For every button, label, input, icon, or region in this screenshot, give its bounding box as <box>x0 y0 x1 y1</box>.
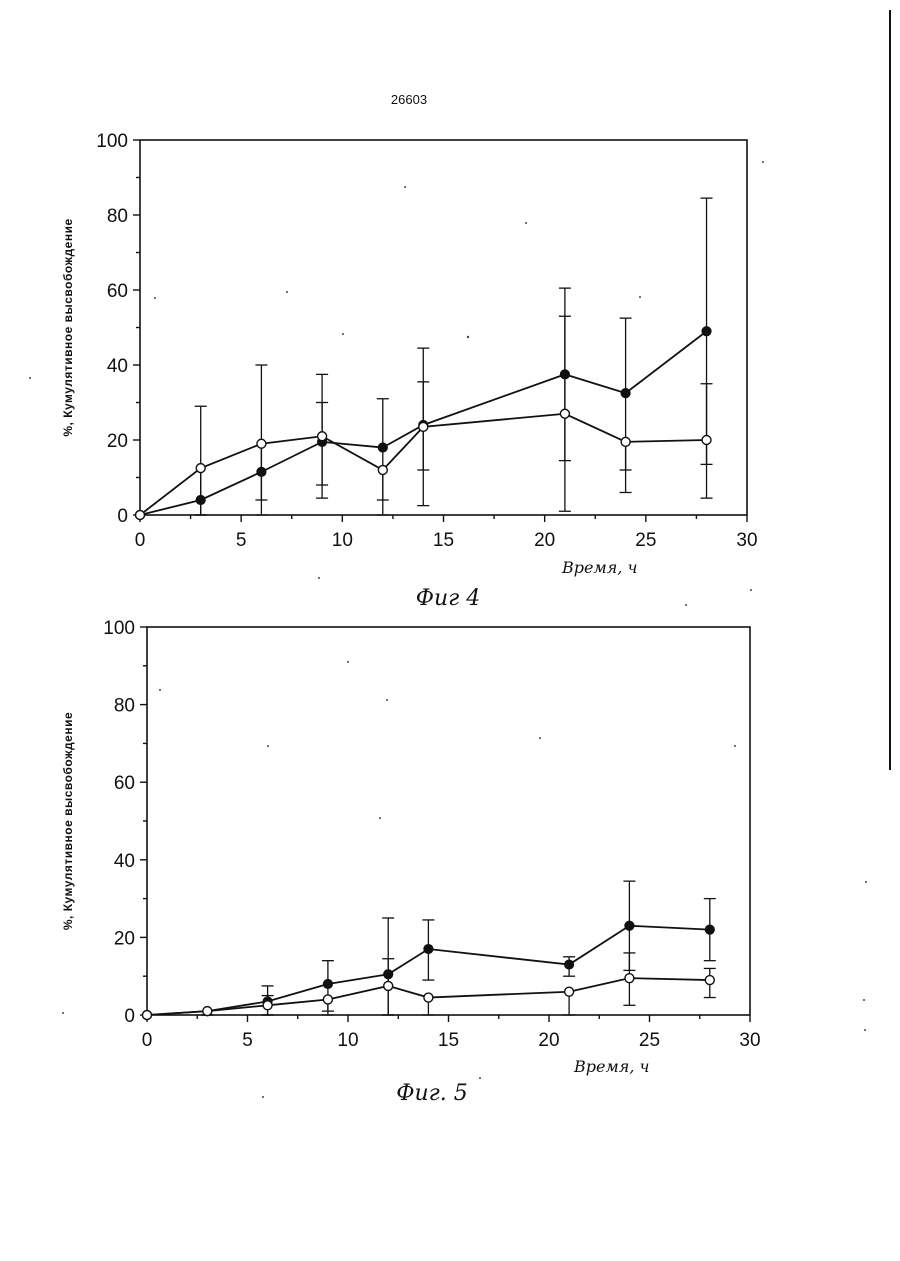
x-tick-label: 5 <box>236 530 247 551</box>
y-tick-label: 40 <box>107 356 128 377</box>
data-point <box>257 439 266 448</box>
data-point <box>702 327 711 336</box>
data-point <box>560 409 569 418</box>
data-point <box>705 976 714 985</box>
x-tick-label: 30 <box>739 1030 760 1051</box>
x-tick-label: 30 <box>736 530 757 551</box>
figure-caption: Фиг. 5 <box>396 1081 468 1106</box>
x-tick-label: 25 <box>635 530 656 551</box>
data-point <box>424 945 433 954</box>
x-tick-label: 15 <box>438 1030 459 1051</box>
y-tick-label: 80 <box>114 696 135 717</box>
data-point <box>378 466 387 475</box>
fig5-chart: 0 20 40 60 80 100 0 5 10 15 20 25 30 %, Кумулятивное … <box>61 618 761 1106</box>
x-tick-label: 25 <box>639 1030 660 1051</box>
x-axis-label: Время, ч <box>561 558 637 577</box>
data-point <box>323 979 332 988</box>
data-point <box>419 422 428 431</box>
data-point <box>625 974 634 983</box>
series-open <box>143 953 716 1020</box>
data-point <box>384 981 393 990</box>
data-point <box>323 995 332 1004</box>
x-tick-label: 15 <box>433 530 454 551</box>
plot-frame <box>140 140 747 515</box>
data-point <box>424 993 433 1002</box>
y-tick-label: 0 <box>117 506 128 527</box>
y-tick-label: 20 <box>114 928 135 949</box>
y-axis-label: %, Кумулятивное высвобождение <box>61 218 75 436</box>
x-tick-label: 0 <box>142 1030 153 1051</box>
data-point <box>621 389 630 398</box>
y-tick-label: 60 <box>107 281 128 302</box>
y-tick-label: 100 <box>103 618 135 639</box>
data-point <box>318 432 327 441</box>
data-point <box>263 1001 272 1010</box>
y-tick-label: 80 <box>107 206 128 227</box>
data-point <box>565 987 574 996</box>
data-point <box>705 925 714 934</box>
x-tick-label: 10 <box>332 530 353 551</box>
y-tick-label: 100 <box>96 131 128 152</box>
data-point <box>625 921 634 930</box>
y-tick-label: 0 <box>124 1006 135 1027</box>
x-tick-label: 0 <box>135 530 146 551</box>
y-axis-label: %, Кумулятивное высвобождение <box>61 712 75 930</box>
plot-frame <box>147 627 750 1015</box>
data-point <box>702 436 711 445</box>
fig4-chart: 0 20 40 60 80 100 0 5 10 15 20 25 30 %, Кумулятивное … <box>61 131 758 611</box>
scan-specks <box>29 161 867 1098</box>
data-point <box>565 960 574 969</box>
y-tick-label: 20 <box>107 431 128 452</box>
y-tick-label: 40 <box>114 851 135 872</box>
data-point <box>621 437 630 446</box>
data-point <box>143 1011 152 1020</box>
data-point <box>203 1007 212 1016</box>
page-number: 26603 <box>391 92 427 107</box>
x-tick-label: 5 <box>242 1030 253 1051</box>
x-axis-label: Время, ч <box>573 1057 649 1076</box>
x-tick-label: 20 <box>538 1030 559 1051</box>
x-tick-label: 10 <box>337 1030 358 1051</box>
data-point <box>378 443 387 452</box>
x-tick-label: 20 <box>534 530 555 551</box>
data-point <box>196 464 205 473</box>
data-point <box>136 511 145 520</box>
figure-caption: Фиг 4 <box>416 586 481 611</box>
y-tick-label: 60 <box>114 773 135 794</box>
